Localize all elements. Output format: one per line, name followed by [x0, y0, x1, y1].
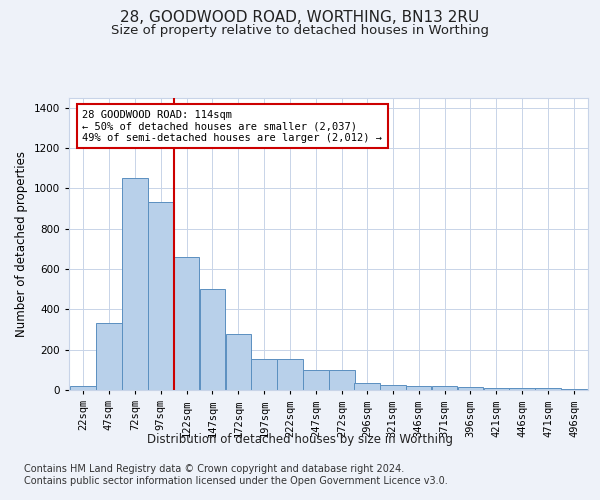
- Bar: [329, 370, 355, 390]
- Text: Contains HM Land Registry data © Crown copyright and database right 2024.: Contains HM Land Registry data © Crown c…: [24, 464, 404, 474]
- Bar: [70, 386, 96, 390]
- Bar: [509, 388, 535, 390]
- Text: Distribution of detached houses by size in Worthing: Distribution of detached houses by size …: [147, 432, 453, 446]
- Text: 28, GOODWOOD ROAD, WORTHING, BN13 2RU: 28, GOODWOOD ROAD, WORTHING, BN13 2RU: [121, 10, 479, 25]
- Bar: [380, 385, 406, 390]
- Bar: [148, 202, 173, 390]
- Bar: [251, 358, 277, 390]
- Bar: [406, 386, 431, 390]
- Text: 28 GOODWOOD ROAD: 114sqm
← 50% of detached houses are smaller (2,037)
49% of sem: 28 GOODWOOD ROAD: 114sqm ← 50% of detach…: [82, 110, 382, 143]
- Bar: [122, 178, 148, 390]
- Text: Contains public sector information licensed under the Open Government Licence v3: Contains public sector information licen…: [24, 476, 448, 486]
- Bar: [96, 324, 122, 390]
- Bar: [535, 388, 561, 390]
- Bar: [432, 386, 457, 390]
- Y-axis label: Number of detached properties: Number of detached properties: [15, 151, 28, 337]
- Bar: [458, 387, 483, 390]
- Bar: [200, 289, 225, 390]
- Bar: [174, 257, 199, 390]
- Bar: [561, 389, 587, 390]
- Bar: [354, 383, 380, 390]
- Bar: [484, 388, 509, 390]
- Bar: [303, 370, 329, 390]
- Text: Size of property relative to detached houses in Worthing: Size of property relative to detached ho…: [111, 24, 489, 37]
- Bar: [277, 358, 303, 390]
- Bar: [226, 334, 251, 390]
